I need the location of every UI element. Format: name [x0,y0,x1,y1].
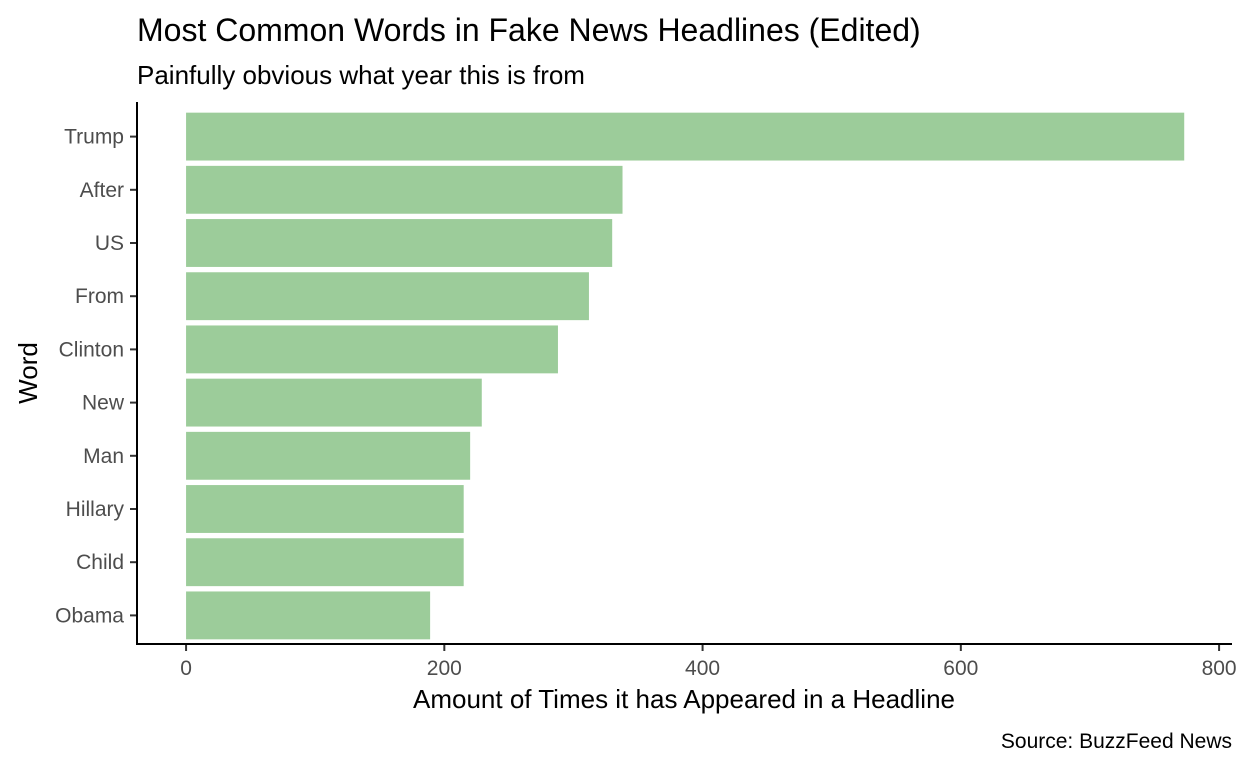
y-tick-label: Hillary [66,498,125,521]
bar-trump [186,112,1185,161]
y-tick-label: New [82,392,125,415]
bar-clinton [186,325,558,374]
y-tick-label: Clinton [59,338,124,361]
y-tick-label: Man [83,445,124,468]
bar-obama [186,591,431,640]
chart-title: Most Common Words in Fake News Headlines… [137,12,921,48]
x-tick-label: 400 [685,657,720,680]
y-tick-label: Obama [55,604,124,627]
bar-us [186,219,613,267]
bar-new [186,378,482,427]
x-tick-label: 600 [943,657,978,680]
ticks-layer: Trump After US From Clinton New Man Hillary Chil… [55,126,1236,680]
bars-layer [186,112,1185,640]
y-tick-label: US [95,232,124,255]
chart-subtitle: Painfully obvious what year this is from [137,60,585,90]
x-tick-label: 0 [180,657,192,680]
chart-caption: Source: BuzzFeed News [1001,730,1232,753]
bar-hillary [186,485,464,533]
x-axis-title: Amount of Times it has Appeared in a Hea… [413,684,955,714]
y-tick-label: After [80,179,124,202]
bar-after [186,165,623,214]
y-tick-label: From [75,285,124,308]
y-tick-label: Child [76,551,124,574]
bar-from [186,272,589,321]
y-axis-title: Word [13,342,43,404]
y-tick-label: Trump [64,126,124,149]
bar-man [186,431,471,480]
bar-child [186,538,464,587]
x-tick-label: 200 [427,657,462,680]
x-tick-label: 800 [1202,657,1237,680]
